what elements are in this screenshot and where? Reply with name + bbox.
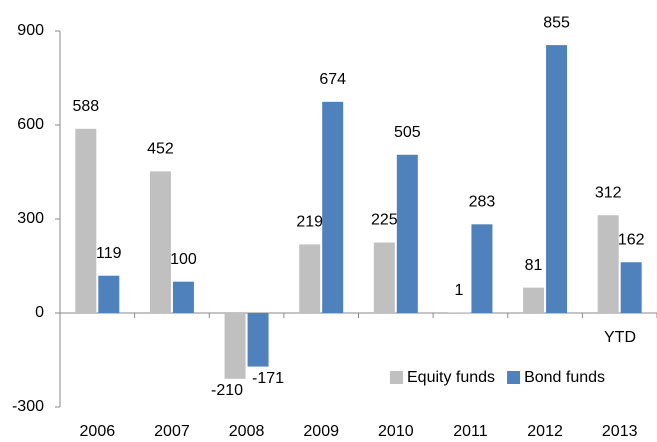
x-tick-label: 2013 <box>602 423 638 440</box>
value-label: 225 <box>371 212 398 229</box>
legend-label: Bond funds <box>524 369 605 386</box>
bar <box>224 313 246 379</box>
x-tick-label: 2012 <box>527 423 563 440</box>
bar <box>247 313 269 367</box>
bar <box>546 45 568 313</box>
bar <box>597 215 619 313</box>
bar <box>396 154 418 313</box>
bar <box>523 287 545 313</box>
x-tick-label: 2007 <box>154 423 190 440</box>
legend-label: Equity funds <box>407 369 495 386</box>
bar <box>299 244 321 313</box>
value-label: 81 <box>525 257 543 274</box>
value-label: 283 <box>469 194 496 211</box>
value-label: -210 <box>211 382 243 399</box>
value-label: 312 <box>595 184 622 201</box>
value-label: 100 <box>170 251 197 268</box>
bar <box>98 275 120 313</box>
annotation: YTD <box>604 329 636 346</box>
y-tick-label: 0 <box>35 304 44 321</box>
bar <box>620 262 642 313</box>
bar <box>471 224 493 313</box>
bar <box>75 128 97 313</box>
bar <box>149 171 171 313</box>
y-tick-label: 600 <box>17 116 44 133</box>
value-label: 1 <box>454 282 463 299</box>
bar <box>373 242 395 313</box>
value-label: 674 <box>319 71 346 88</box>
x-tick-label: 2010 <box>378 423 414 440</box>
bar <box>322 101 344 314</box>
legend-swatch <box>390 371 403 384</box>
value-label: 452 <box>147 141 174 158</box>
value-label: -171 <box>252 370 284 387</box>
x-tick-label: 2006 <box>80 423 116 440</box>
value-label: 855 <box>543 14 570 31</box>
legend-swatch <box>507 371 521 384</box>
value-label: 119 <box>96 245 122 262</box>
value-label: 162 <box>618 231 645 248</box>
y-tick-label: 300 <box>17 210 44 227</box>
y-tick-label: -300 <box>12 398 44 415</box>
value-label: 588 <box>72 98 99 115</box>
bar <box>172 281 194 313</box>
value-label: 505 <box>394 124 421 141</box>
x-tick-label: 2008 <box>229 423 265 440</box>
y-tick-label: 900 <box>17 22 44 39</box>
x-tick-label: 2009 <box>303 423 339 440</box>
x-tick-label: 2011 <box>453 423 488 440</box>
value-label: 219 <box>296 214 323 231</box>
